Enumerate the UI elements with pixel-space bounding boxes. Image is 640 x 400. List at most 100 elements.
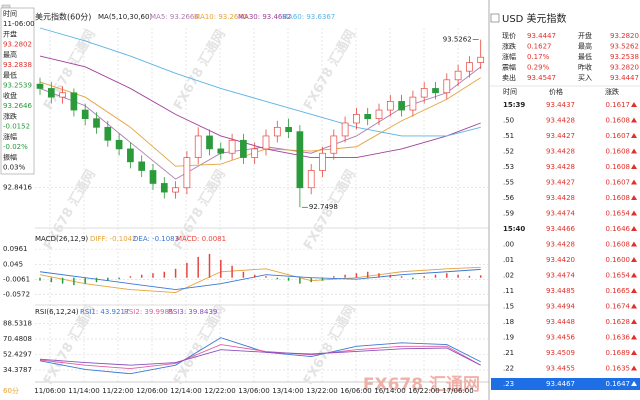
candle-body <box>341 122 349 137</box>
quote-cell: 昨收 <box>578 63 592 72</box>
table-header: 时间 <box>503 87 517 96</box>
trade-price: 93.4437 <box>546 101 575 109</box>
quote-cell: 涨跌 <box>502 42 516 51</box>
up-arrow <box>631 133 637 138</box>
trade-price: 93.4428 <box>546 117 575 125</box>
quote-cell: 93.5262 <box>610 43 639 51</box>
trade-time: .59 <box>503 210 514 218</box>
trade-price: 93.4428 <box>546 241 575 249</box>
quote-cell: 93.4447 <box>527 32 556 40</box>
up-arrow <box>631 319 637 324</box>
trade-change: 0.1635 <box>606 365 631 373</box>
quote-panel <box>490 0 640 400</box>
quote-cell: 涨幅 <box>502 52 516 61</box>
y-tick-label: 34.3787 <box>3 366 32 374</box>
chart-title: 美元指数(60分) <box>35 12 91 22</box>
trade-time: .15 <box>503 303 514 311</box>
up-arrow <box>631 272 637 278</box>
trade-change: 0.1608 <box>606 117 631 125</box>
indicator-line <box>39 347 481 366</box>
legend-entry: DEA: -0.1083 <box>133 235 179 243</box>
x-tick-label: 16/06:00 <box>340 387 371 395</box>
y-tick-label: -0.0572 <box>3 291 30 299</box>
candle-body <box>138 161 146 171</box>
indicator-line <box>39 268 481 291</box>
indicator-line <box>39 266 481 294</box>
candle-body <box>409 96 417 111</box>
y-tick-label: 88.5318 <box>3 320 32 328</box>
info-value: 93.2802 <box>3 41 32 49</box>
trade-change: 0.1646 <box>606 225 631 233</box>
candle-body <box>262 135 270 150</box>
up-arrow <box>631 365 637 371</box>
candle-body <box>127 148 134 163</box>
trade-change: 0.1654 <box>606 272 631 280</box>
trade-change: 0.1608 <box>606 163 631 171</box>
candle-body <box>172 187 179 193</box>
candle-body <box>375 109 383 120</box>
indicator-label: MA(5,10,30,60) <box>98 13 152 21</box>
panel-title: RSI(6,12,24) <box>35 308 79 316</box>
trade-time: .18 <box>503 318 514 326</box>
up-arrow <box>631 241 637 247</box>
up-arrow <box>631 288 637 293</box>
selected-row <box>491 378 640 390</box>
x-tick-label: 12/14:00 <box>170 387 201 395</box>
legend-entry: RSI3: 39.8439 <box>168 308 217 316</box>
candle-body <box>398 101 405 111</box>
x-tick-label: 12/22:00 <box>204 387 235 395</box>
legend-entry: MA30: 93.4682 <box>238 13 291 21</box>
candle-body <box>330 135 338 154</box>
info-box <box>0 7 35 175</box>
up-arrow <box>631 102 637 107</box>
up-arrow <box>631 148 637 154</box>
trade-change: 0.1617 <box>606 101 631 109</box>
y-tick-label: 70.4808 <box>3 335 32 343</box>
info-value: 0.03% <box>3 164 26 172</box>
period-label[interactable]: 60分 <box>3 386 19 395</box>
trade-time: .53 <box>503 163 514 171</box>
trade-change: 0.1608 <box>606 241 631 249</box>
legend-entry: MA10: 93.2640 <box>194 13 247 21</box>
info-value: 93.2646 <box>3 102 32 110</box>
legend-entry: RSI2: 39.9985 <box>124 308 173 316</box>
table-header: 涨跌 <box>605 87 619 96</box>
candle-body <box>183 157 191 189</box>
panel-icon[interactable] <box>490 13 500 23</box>
trade-time: .22 <box>503 365 514 373</box>
candle-body <box>386 101 394 111</box>
quote-cell: 93.4547 <box>527 74 556 82</box>
up-arrow <box>631 303 637 309</box>
quote-cell: 最低 <box>578 52 592 61</box>
trade-price: 93.4427 <box>546 179 575 187</box>
quote-cell: 0.17% <box>527 53 550 61</box>
quote-cell: 卖出 <box>502 73 516 82</box>
up-arrow <box>631 195 637 200</box>
x-tick-label: 13/06:00 <box>238 387 269 395</box>
trade-time: .52 <box>503 148 514 156</box>
quote-title: USD 美元指数 <box>502 12 567 25</box>
up-arrow <box>631 226 637 231</box>
up-arrow <box>631 164 637 169</box>
candle-body <box>59 92 66 98</box>
trade-change: 0.1607 <box>606 132 631 140</box>
candle-body <box>420 88 428 98</box>
x-tick-label: 13/14:00 <box>272 387 303 395</box>
info-label: 收盘 <box>3 91 17 100</box>
trade-change: 0.1628 <box>606 318 631 326</box>
info-label: 时间 <box>3 9 17 18</box>
candle-body <box>307 170 315 189</box>
y-tick-label: 92.8416 <box>3 183 32 191</box>
x-tick-label: 17/06:00 <box>442 387 473 395</box>
panel-title: MACD(26,12,9) <box>35 235 88 243</box>
trade-time: .23 <box>503 380 514 388</box>
info-label: 涨跌 <box>3 112 17 121</box>
info-value: -0.02% <box>3 143 28 151</box>
x-tick-label: 11/22:00 <box>102 387 133 395</box>
y-tick-label: 0.045 <box>3 260 23 268</box>
candle-body <box>217 148 225 154</box>
trade-price: 93.4467 <box>546 380 575 388</box>
info-label: 最高 <box>3 50 17 59</box>
quote-cell: 93.2820 <box>610 32 639 40</box>
